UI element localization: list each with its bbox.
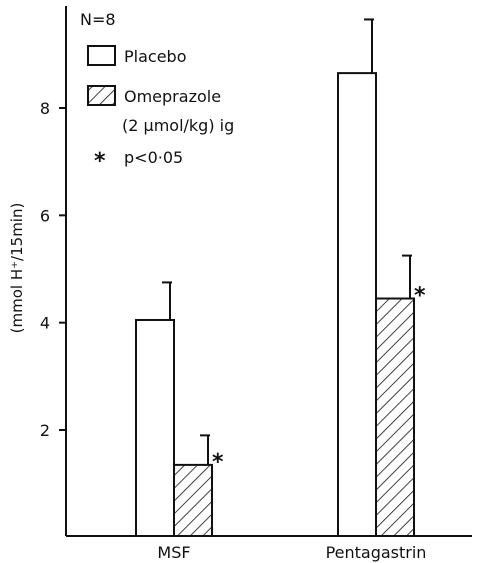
- y-tick-label: 4: [40, 314, 50, 333]
- y-tick-label: 8: [40, 99, 50, 118]
- significance-marker: *: [212, 450, 224, 475]
- bar-placebo-msf: [136, 320, 174, 536]
- x-category-label: MSF: [157, 543, 190, 562]
- n-label: N=8: [80, 10, 116, 29]
- legend-label-placebo: Placebo: [124, 47, 186, 66]
- legend: N=8 Placebo Omeprazole (2 μmol/kg) ig * …: [80, 10, 234, 174]
- x-category-label: Pentagastrin: [326, 543, 427, 562]
- legend-significance-label: p<0·05: [124, 148, 183, 167]
- y-tick-label: 6: [40, 206, 50, 225]
- bar-omeprazole-msf: [174, 465, 212, 536]
- legend-label-omeprazole-dose: (2 μmol/kg) ig: [122, 116, 234, 135]
- bar-omeprazole-pentagastrin: [376, 299, 414, 536]
- bar-placebo-pentagastrin: [338, 73, 376, 536]
- legend-significance-marker: *: [94, 149, 106, 174]
- y-axis-label: (mmol H⁺/15min): [8, 203, 26, 334]
- legend-swatch-placebo: [88, 46, 115, 65]
- y-tick-label: 2: [40, 421, 50, 440]
- significance-marker: *: [414, 284, 426, 309]
- legend-swatch-omeprazole: [88, 86, 115, 105]
- legend-label-omeprazole: Omeprazole: [124, 87, 221, 106]
